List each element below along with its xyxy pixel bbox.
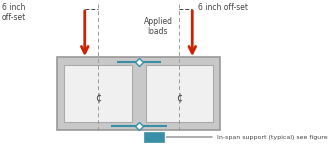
Bar	[145, 65, 213, 122]
Text: In-span support (typical) see figure 26: In-span support (typical) see figure 26	[217, 134, 329, 140]
Text: ¢: ¢	[176, 93, 182, 104]
Text: 6 inch
off-set: 6 inch off-set	[2, 3, 26, 22]
Text: Applied
loads: Applied loads	[143, 17, 172, 36]
Text: 6 inch off-set: 6 inch off-set	[198, 3, 248, 12]
Bar	[64, 65, 132, 122]
Text: ¢: ¢	[95, 93, 101, 104]
Bar	[57, 57, 220, 130]
Bar	[143, 132, 164, 142]
